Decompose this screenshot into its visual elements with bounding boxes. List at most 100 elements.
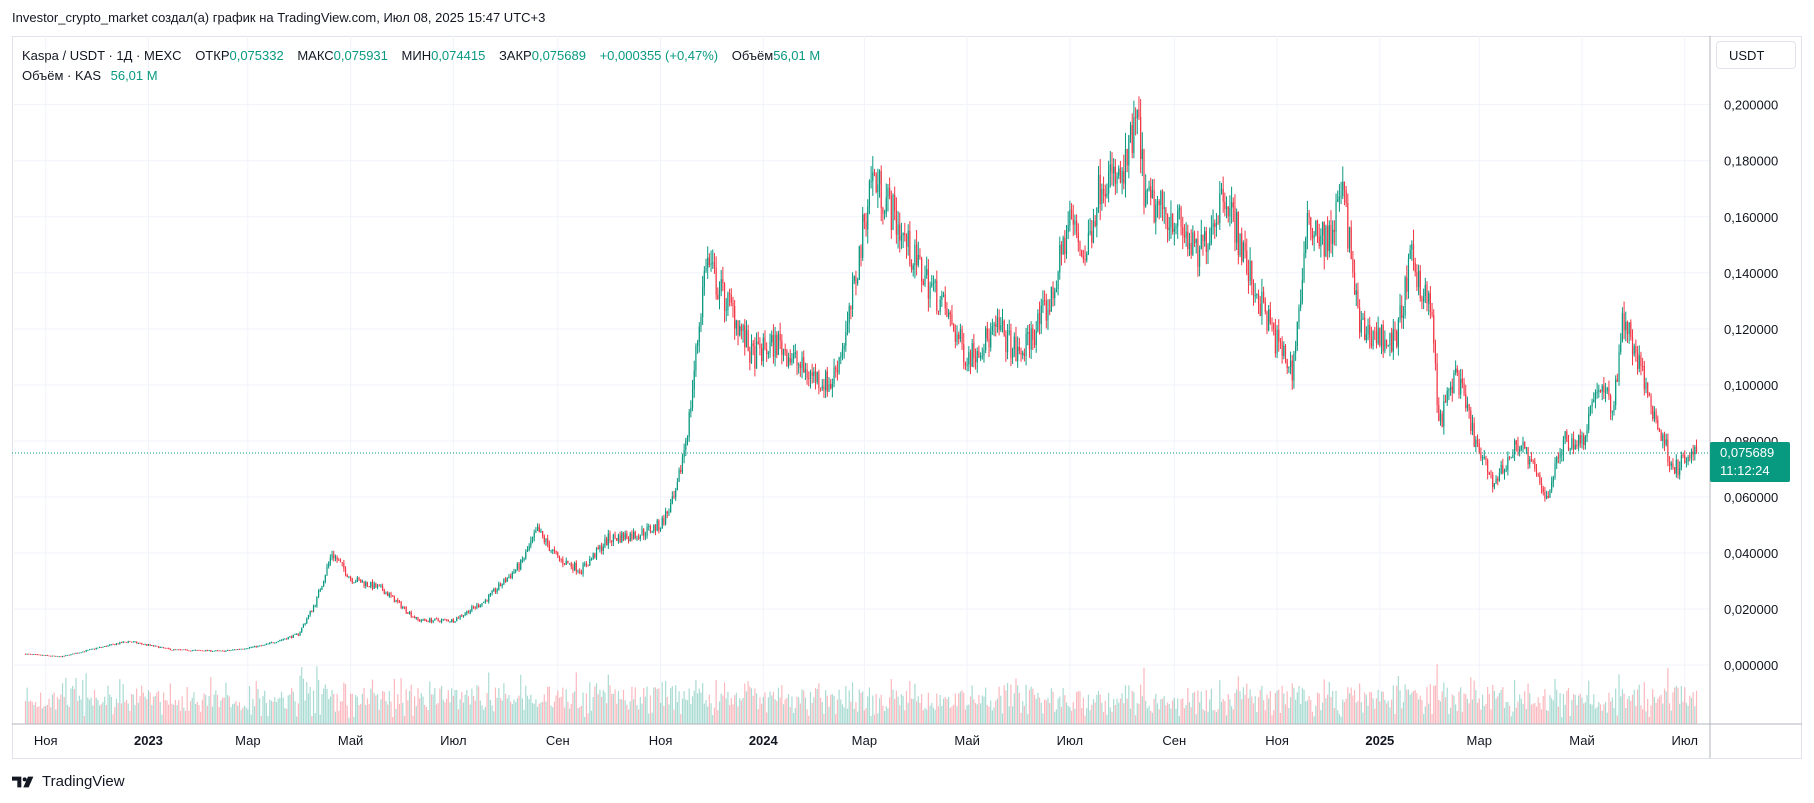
volume-bar bbox=[282, 697, 284, 724]
volume-bar bbox=[280, 691, 283, 724]
candle-body bbox=[33, 654, 35, 656]
volume-bar bbox=[936, 693, 938, 724]
candle-body bbox=[1229, 208, 1231, 217]
volume-bar bbox=[636, 705, 638, 724]
volume-bar bbox=[1059, 696, 1061, 724]
candle-body bbox=[476, 604, 478, 608]
candle-body bbox=[1086, 253, 1088, 261]
candle-body bbox=[520, 559, 522, 570]
candle-body bbox=[1444, 401, 1447, 403]
candle-body bbox=[1338, 196, 1341, 200]
volume-bar bbox=[200, 711, 202, 724]
volume-bar bbox=[531, 702, 534, 724]
candle-body bbox=[1579, 435, 1581, 444]
candle-body bbox=[846, 322, 849, 333]
currency-button[interactable]: USDT bbox=[1716, 41, 1796, 69]
volume-bar bbox=[1151, 712, 1154, 724]
volume-bar bbox=[93, 689, 96, 724]
candle-body bbox=[723, 283, 726, 311]
volume-bar bbox=[1417, 699, 1420, 724]
price-axis-label: 0,020000 bbox=[1724, 602, 1778, 617]
volume-bar bbox=[771, 695, 773, 724]
volume-bar bbox=[953, 704, 955, 724]
volume-bar bbox=[927, 692, 929, 724]
volume-bar bbox=[1030, 686, 1032, 724]
candle-body bbox=[1530, 459, 1533, 460]
volume-bar bbox=[1675, 685, 1677, 724]
candle-body bbox=[841, 349, 844, 357]
candle-body bbox=[1694, 446, 1696, 455]
volume-bar bbox=[63, 696, 65, 724]
candle-body bbox=[1153, 190, 1155, 223]
candle-body bbox=[1512, 454, 1514, 458]
volume-row-label[interactable]: Объём · KAS bbox=[22, 68, 101, 83]
candle-body bbox=[555, 551, 557, 553]
volume-bar bbox=[311, 715, 313, 724]
volume-bar bbox=[1581, 697, 1583, 724]
volume-bar bbox=[1047, 697, 1049, 724]
candle-body bbox=[670, 503, 672, 513]
candle-body bbox=[78, 652, 80, 654]
time-axis-label: Мар bbox=[1467, 733, 1492, 748]
volume-bar bbox=[565, 689, 567, 724]
volume-bar bbox=[129, 710, 131, 724]
volume-bar bbox=[1160, 699, 1162, 724]
candle-body bbox=[897, 224, 899, 235]
volume-bar bbox=[430, 694, 433, 724]
candle-body bbox=[1431, 311, 1433, 315]
symbol-label[interactable]: Kaspa / USDT · 1Д · MEXC bbox=[22, 48, 182, 63]
volume-bar bbox=[661, 682, 663, 724]
volume-bar bbox=[466, 690, 468, 724]
candle-body bbox=[1618, 352, 1620, 382]
candle-body bbox=[1001, 320, 1004, 326]
candle-body bbox=[1151, 190, 1154, 198]
volume-bar bbox=[1618, 674, 1620, 724]
candle-body bbox=[708, 257, 710, 265]
candle-body bbox=[865, 221, 867, 230]
volume-bar bbox=[250, 714, 252, 724]
volume-bar bbox=[1385, 703, 1388, 724]
volume-bar bbox=[1451, 694, 1453, 724]
candle-body bbox=[1082, 256, 1084, 260]
volume-bar bbox=[1562, 693, 1565, 724]
volume-bar bbox=[1121, 693, 1123, 724]
candle-body bbox=[1497, 478, 1499, 481]
volume-bar bbox=[917, 696, 919, 724]
volume-bar bbox=[1008, 706, 1010, 724]
candle-body bbox=[1389, 332, 1391, 346]
candle-body bbox=[594, 553, 596, 558]
volume-bar bbox=[619, 699, 621, 724]
candle-body bbox=[60, 656, 62, 658]
volume-bar bbox=[24, 701, 27, 724]
candle-body bbox=[344, 568, 347, 576]
volume-bar bbox=[1377, 689, 1379, 724]
volume-bar bbox=[572, 692, 574, 724]
candle-body bbox=[1525, 447, 1527, 449]
volume-bar bbox=[498, 688, 500, 724]
volume-bar bbox=[1606, 712, 1608, 724]
candle-body bbox=[1569, 448, 1571, 450]
candle-body bbox=[705, 268, 707, 271]
volume-bar bbox=[1672, 692, 1674, 724]
candle-body bbox=[1192, 232, 1194, 255]
volume-bar bbox=[1670, 710, 1672, 724]
candle-body bbox=[1589, 406, 1591, 414]
volume-bar bbox=[253, 706, 256, 724]
volume-bar bbox=[555, 695, 557, 724]
volume-bar bbox=[1035, 698, 1037, 724]
volume-bar bbox=[1500, 689, 1502, 724]
candle-body bbox=[73, 653, 75, 655]
candle-body bbox=[604, 538, 606, 547]
candle-body bbox=[129, 641, 131, 643]
candle-body bbox=[75, 652, 77, 654]
tradingview-brand[interactable]: TradingView bbox=[12, 773, 125, 790]
candle-body bbox=[169, 648, 171, 651]
volume-bar bbox=[110, 697, 112, 724]
volume-bar bbox=[611, 693, 613, 724]
volume-bar bbox=[1099, 694, 1101, 724]
candle-body bbox=[474, 607, 476, 609]
candle-body bbox=[141, 643, 143, 645]
volume-bar bbox=[895, 690, 897, 724]
candle-body bbox=[531, 537, 534, 541]
